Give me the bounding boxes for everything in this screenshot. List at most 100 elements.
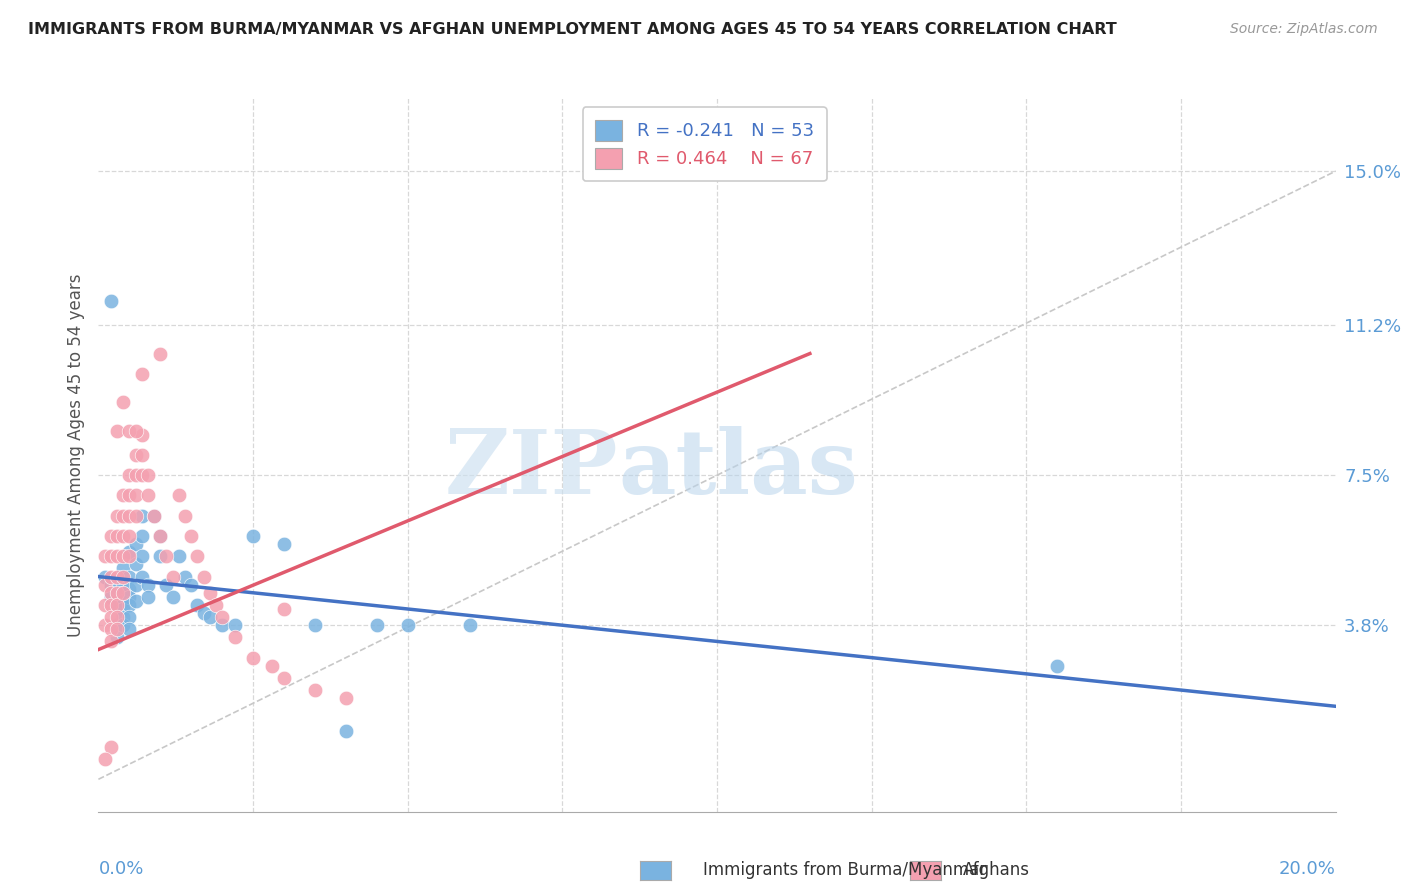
Point — [105, 508, 128, 523]
Point — [118, 598, 141, 612]
Point — [112, 561, 135, 575]
Point — [105, 424, 128, 438]
Point — [149, 549, 172, 564]
Point — [118, 529, 141, 543]
Point — [118, 622, 141, 636]
Point — [105, 529, 128, 543]
Point — [93, 569, 115, 583]
Point — [100, 577, 122, 591]
Point — [100, 529, 122, 543]
Point — [174, 508, 197, 523]
Point — [242, 529, 264, 543]
Point — [124, 488, 146, 502]
Text: Source: ZipAtlas.com: Source: ZipAtlas.com — [1230, 22, 1378, 37]
Point — [131, 569, 153, 583]
Point — [124, 424, 146, 438]
Point — [112, 569, 135, 583]
Point — [112, 577, 135, 591]
Point — [124, 577, 146, 591]
Point — [93, 598, 115, 612]
Point — [100, 739, 122, 754]
Point — [174, 569, 197, 583]
Point — [136, 577, 159, 591]
Point — [124, 594, 146, 608]
Point — [155, 577, 177, 591]
Point — [304, 683, 326, 698]
Point — [366, 618, 388, 632]
Point — [118, 508, 141, 523]
Point — [260, 658, 283, 673]
Point — [136, 590, 159, 604]
Point — [193, 606, 215, 620]
Point — [131, 549, 153, 564]
Point — [124, 558, 146, 572]
Point — [224, 631, 246, 645]
Point — [112, 586, 135, 600]
Point — [112, 529, 135, 543]
Point — [118, 424, 141, 438]
Point — [112, 508, 135, 523]
Point — [1046, 658, 1069, 673]
Point — [118, 569, 141, 583]
Point — [180, 529, 202, 543]
Point — [224, 618, 246, 632]
Text: atlas: atlas — [619, 425, 858, 513]
Point — [131, 427, 153, 442]
Point — [167, 549, 190, 564]
Point — [105, 586, 128, 600]
Point — [100, 610, 122, 624]
Point — [143, 508, 166, 523]
Point — [131, 508, 153, 523]
Point — [211, 610, 233, 624]
Point — [105, 598, 128, 612]
Point — [198, 610, 221, 624]
Point — [304, 618, 326, 632]
Point — [131, 367, 153, 381]
Point — [118, 582, 141, 596]
Point — [167, 488, 190, 502]
Point — [149, 346, 172, 360]
Point — [136, 468, 159, 483]
Text: ZIP: ZIP — [444, 425, 619, 513]
Point — [105, 622, 128, 636]
Point — [136, 488, 159, 502]
Point — [273, 602, 295, 616]
Text: 20.0%: 20.0% — [1279, 861, 1336, 879]
Point — [118, 545, 141, 559]
Point — [273, 671, 295, 685]
Point — [105, 549, 128, 564]
Point — [93, 752, 115, 766]
Point — [93, 618, 115, 632]
Point — [143, 508, 166, 523]
Point — [124, 537, 146, 551]
Point — [93, 549, 115, 564]
Point — [112, 610, 135, 624]
Point — [124, 508, 146, 523]
Point — [335, 691, 357, 706]
Point — [105, 598, 128, 612]
Point — [205, 598, 228, 612]
Point — [105, 582, 128, 596]
Point — [100, 293, 122, 308]
Point — [112, 395, 135, 409]
Text: Immigrants from Burma/Myanmar: Immigrants from Burma/Myanmar — [703, 861, 986, 879]
Legend: R = -0.241   N = 53, R = 0.464    N = 67: R = -0.241 N = 53, R = 0.464 N = 67 — [582, 107, 827, 181]
Point — [112, 602, 135, 616]
Point — [93, 577, 115, 591]
Point — [211, 618, 233, 632]
Point — [105, 610, 128, 624]
Point — [112, 488, 135, 502]
Point — [100, 590, 122, 604]
Point — [105, 569, 128, 583]
Point — [180, 577, 202, 591]
Point — [100, 598, 122, 612]
Point — [131, 468, 153, 483]
Point — [118, 549, 141, 564]
Point — [124, 448, 146, 462]
Text: Afghans: Afghans — [963, 861, 1031, 879]
Point — [335, 723, 357, 738]
Point — [193, 569, 215, 583]
Point — [112, 586, 135, 600]
Point — [186, 549, 208, 564]
Point — [100, 569, 122, 583]
